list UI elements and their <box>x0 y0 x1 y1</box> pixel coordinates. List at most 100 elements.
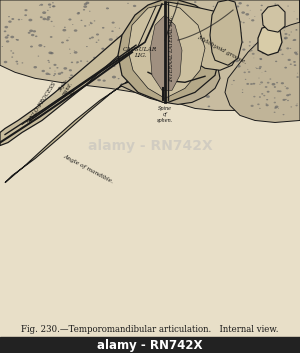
Ellipse shape <box>266 103 267 105</box>
Ellipse shape <box>259 58 262 60</box>
Ellipse shape <box>40 4 43 6</box>
Ellipse shape <box>294 52 297 54</box>
Ellipse shape <box>237 65 241 67</box>
Ellipse shape <box>266 99 268 100</box>
Ellipse shape <box>16 61 18 62</box>
Ellipse shape <box>85 70 86 71</box>
Ellipse shape <box>111 60 114 62</box>
Ellipse shape <box>296 105 298 106</box>
Ellipse shape <box>53 64 57 66</box>
Ellipse shape <box>106 7 109 9</box>
Ellipse shape <box>24 14 27 16</box>
Ellipse shape <box>276 82 278 83</box>
Text: Mylohyoid groove.: Mylohyoid groove. <box>196 35 247 65</box>
Ellipse shape <box>114 59 116 60</box>
Polygon shape <box>5 72 140 183</box>
Ellipse shape <box>51 21 52 22</box>
Ellipse shape <box>296 29 297 30</box>
Ellipse shape <box>144 80 146 82</box>
Ellipse shape <box>138 73 142 76</box>
Ellipse shape <box>109 38 113 41</box>
Ellipse shape <box>143 66 145 67</box>
Ellipse shape <box>163 17 166 18</box>
Ellipse shape <box>262 52 265 54</box>
Ellipse shape <box>33 66 37 68</box>
Ellipse shape <box>90 22 91 23</box>
Ellipse shape <box>219 41 222 43</box>
Ellipse shape <box>260 82 263 83</box>
Ellipse shape <box>274 97 276 98</box>
Ellipse shape <box>284 33 288 35</box>
Ellipse shape <box>236 5 239 7</box>
Ellipse shape <box>96 34 99 36</box>
Ellipse shape <box>290 64 292 65</box>
Ellipse shape <box>292 40 295 41</box>
Ellipse shape <box>231 84 232 85</box>
Ellipse shape <box>261 5 263 6</box>
Ellipse shape <box>93 57 96 59</box>
Ellipse shape <box>242 92 243 93</box>
Ellipse shape <box>275 14 276 15</box>
Polygon shape <box>150 15 182 90</box>
Ellipse shape <box>285 99 287 100</box>
Ellipse shape <box>186 62 187 63</box>
Ellipse shape <box>84 3 87 5</box>
Ellipse shape <box>149 30 152 31</box>
Ellipse shape <box>101 48 104 50</box>
Ellipse shape <box>46 72 49 75</box>
Ellipse shape <box>176 68 177 69</box>
Ellipse shape <box>83 9 85 11</box>
Ellipse shape <box>69 69 72 71</box>
Ellipse shape <box>152 79 155 82</box>
Text: STYLO-PROCESS: STYLO-PROCESS <box>26 80 58 124</box>
Ellipse shape <box>29 30 33 32</box>
Ellipse shape <box>249 18 250 19</box>
Ellipse shape <box>264 17 266 18</box>
Ellipse shape <box>295 29 298 31</box>
Ellipse shape <box>268 6 271 8</box>
Ellipse shape <box>275 106 278 108</box>
Ellipse shape <box>237 40 239 41</box>
Ellipse shape <box>272 38 276 41</box>
Ellipse shape <box>275 61 277 62</box>
Ellipse shape <box>28 32 31 34</box>
Ellipse shape <box>192 5 193 6</box>
Ellipse shape <box>248 71 250 73</box>
Ellipse shape <box>97 63 99 64</box>
Ellipse shape <box>261 93 263 95</box>
Ellipse shape <box>113 65 116 67</box>
Ellipse shape <box>42 18 46 20</box>
Ellipse shape <box>82 70 85 72</box>
Ellipse shape <box>285 86 286 87</box>
Ellipse shape <box>247 69 248 70</box>
Ellipse shape <box>251 50 253 51</box>
Ellipse shape <box>274 27 276 28</box>
Ellipse shape <box>137 20 139 22</box>
Ellipse shape <box>186 34 189 36</box>
Ellipse shape <box>286 94 289 96</box>
Ellipse shape <box>259 84 261 85</box>
Ellipse shape <box>260 58 262 60</box>
Ellipse shape <box>192 94 194 95</box>
Ellipse shape <box>261 34 264 36</box>
Polygon shape <box>118 0 220 102</box>
Text: Stylo-
mand.
lig.: Stylo- mand. lig. <box>57 77 79 99</box>
Ellipse shape <box>274 107 277 109</box>
Ellipse shape <box>250 10 251 11</box>
Ellipse shape <box>28 19 32 22</box>
Ellipse shape <box>50 36 52 38</box>
Ellipse shape <box>41 70 45 72</box>
Ellipse shape <box>243 22 245 23</box>
Ellipse shape <box>296 76 299 78</box>
Ellipse shape <box>188 58 190 60</box>
Ellipse shape <box>16 39 19 41</box>
Ellipse shape <box>293 39 296 41</box>
Ellipse shape <box>16 39 17 40</box>
Ellipse shape <box>61 72 63 73</box>
Ellipse shape <box>221 46 223 48</box>
Ellipse shape <box>115 27 116 28</box>
Ellipse shape <box>251 19 254 22</box>
Ellipse shape <box>69 77 71 78</box>
Ellipse shape <box>97 79 101 81</box>
Ellipse shape <box>208 106 210 107</box>
